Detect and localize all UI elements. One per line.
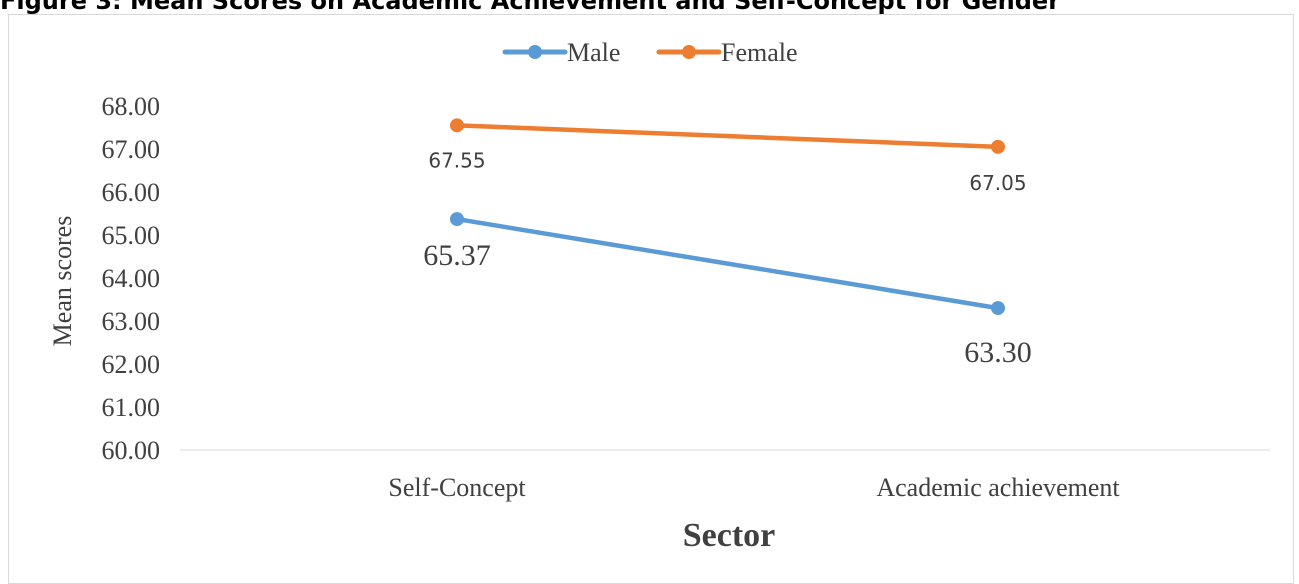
- data-label-male: 65.37: [423, 239, 491, 272]
- series-line-female: [454, 123, 1001, 150]
- legend-label-male: Male: [567, 38, 620, 67]
- legend-marker-male: [528, 45, 542, 59]
- y-tick-label: 63.00: [102, 307, 161, 336]
- y-tick-label: 67.00: [102, 135, 161, 164]
- y-tick-label: 60.00: [102, 436, 161, 465]
- series-line-male: [454, 216, 1001, 311]
- y-tick-label: 68.00: [102, 92, 161, 121]
- data-label-female: 67.55: [428, 148, 485, 172]
- legend-marker-female: [682, 45, 696, 59]
- y-tick-label: 61.00: [102, 393, 161, 422]
- x-tick-label: Self-Concept: [388, 473, 526, 502]
- y-axis-title: Mean scores: [48, 216, 77, 347]
- legend-label-female: Female: [721, 38, 798, 67]
- data-point-male: [991, 301, 1005, 316]
- y-tick-label: 62.00: [102, 350, 161, 379]
- y-tick-label: 66.00: [102, 178, 161, 207]
- data-point-male: [450, 212, 464, 227]
- data-point-female: [991, 139, 1005, 154]
- y-tick-label: 65.00: [102, 221, 161, 250]
- x-tick-label: Academic achievement: [876, 473, 1120, 502]
- data-label-male: 63.30: [964, 336, 1032, 369]
- data-label-female: 67.05: [969, 171, 1026, 195]
- data-point-female: [450, 118, 464, 133]
- x-axis-title: Sector: [683, 517, 776, 554]
- figure-caption: Figure 3: Mean Scores on Academic Achiev…: [0, 0, 1061, 15]
- y-tick-label: 64.00: [102, 264, 161, 293]
- chart-area: [8, 14, 1294, 584]
